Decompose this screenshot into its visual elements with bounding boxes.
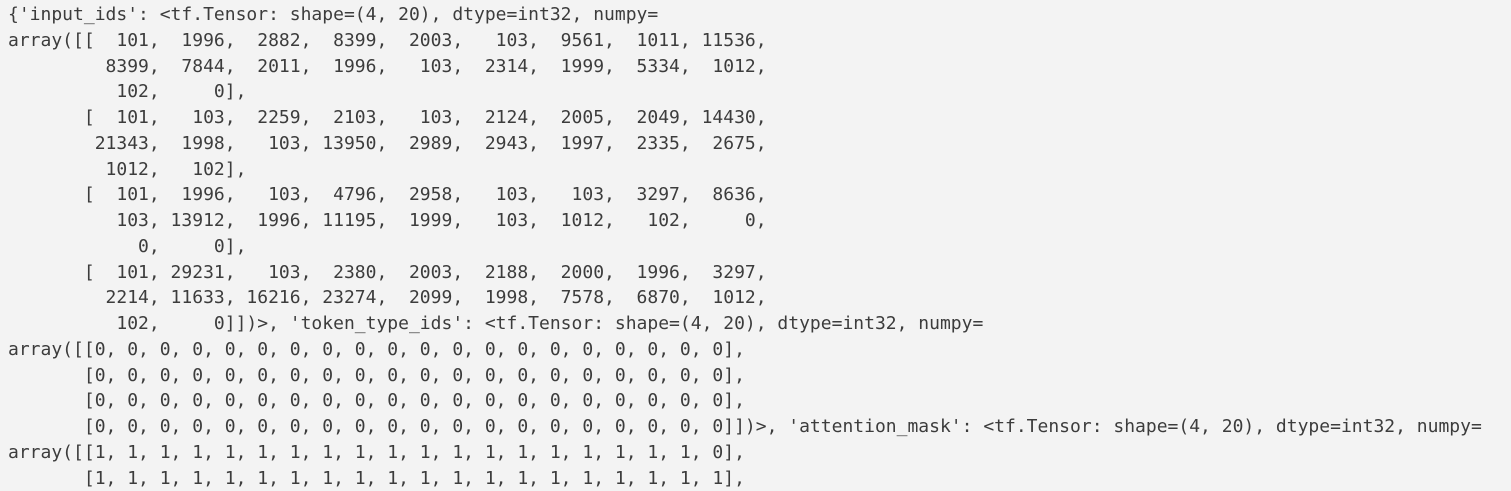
console-line: [ 101, 1996, 103, 4796, 2958, 103, 103, … (8, 184, 767, 206)
console-line: [0, 0, 0, 0, 0, 0, 0, 0, 0, 0, 0, 0, 0, … (8, 364, 745, 386)
console-line: 0, 0], (8, 235, 247, 257)
console-line: [ 101, 103, 2259, 2103, 103, 2124, 2005,… (8, 107, 767, 128)
console-line: 103, 13912, 1996, 11195, 1999, 103, 1012… (8, 210, 767, 231)
console-line: [ 101, 29231, 103, 2380, 2003, 2188, 200… (8, 261, 767, 283)
console-line: array([[0, 0, 0, 0, 0, 0, 0, 0, 0, 0, 0,… (8, 338, 745, 360)
console-line: {'input_ids': <tf.Tensor: shape=(4, 20),… (8, 4, 659, 25)
console-line: array([[ 101, 1996, 2882, 8399, 2003, 10… (8, 29, 767, 51)
console-line: [0, 0, 0, 0, 0, 0, 0, 0, 0, 0, 0, 0, 0, … (8, 416, 1482, 437)
console-line: array([[1, 1, 1, 1, 1, 1, 1, 1, 1, 1, 1,… (8, 441, 745, 463)
console-line: 8399, 7844, 2011, 1996, 103, 2314, 1999,… (8, 55, 767, 77)
console-line: 102, 0], (8, 81, 247, 103)
console-line: [1, 1, 1, 1, 1, 1, 1, 1, 1, 1, 1, 1, 1, … (8, 467, 745, 489)
console-line: 1012, 102], (8, 158, 247, 180)
console-line: 2214, 11633, 16216, 23274, 2099, 1998, 7… (8, 287, 767, 309)
console-line: 21343, 1998, 103, 13950, 2989, 2943, 199… (8, 132, 767, 154)
console-line: 102, 0]])>, 'token_type_ids': <tf.Tensor… (8, 313, 984, 334)
console-line: [0, 0, 0, 0, 0, 0, 0, 0, 0, 0, 0, 0, 0, … (8, 390, 745, 412)
